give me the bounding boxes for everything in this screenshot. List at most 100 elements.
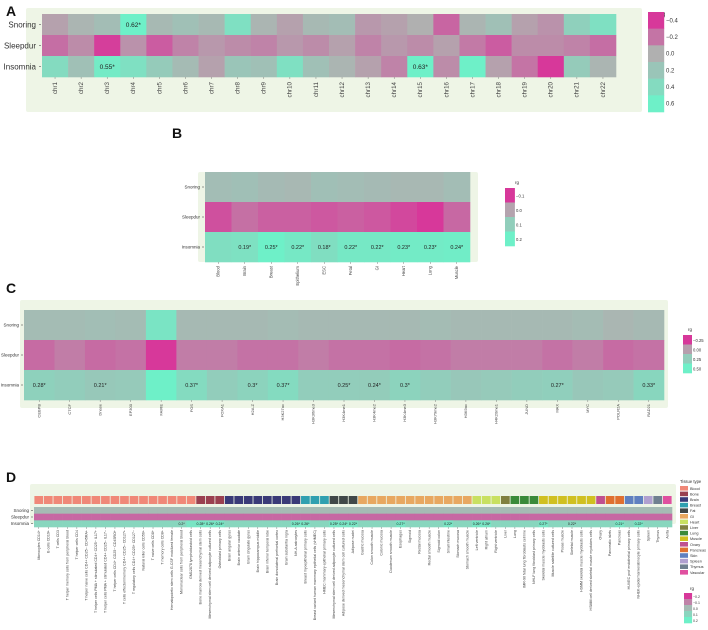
column-label: NHEK-epidermal keratinocyte primary cell… — [637, 530, 641, 599]
heatmap-cell — [595, 507, 606, 514]
heatmap-cell — [624, 520, 635, 528]
column-label: chr4 — [130, 81, 137, 94]
tissue-group-strip-cell — [596, 496, 605, 504]
cell-value-label: 0.22* — [291, 245, 305, 251]
heatmap-cell — [138, 507, 149, 514]
column-label: B cells CD19+ — [46, 530, 50, 553]
heatmap-cell — [115, 370, 147, 401]
legend-tick-label: −0.25 — [693, 338, 704, 343]
heatmap-cell — [414, 507, 425, 514]
heatmap-cell — [81, 520, 92, 528]
heatmap-cell — [24, 310, 55, 341]
legend-swatch — [684, 593, 693, 600]
column-label: EP300 — [128, 403, 133, 416]
cell-value-label: 0.26* — [473, 522, 482, 526]
tissue-legend-swatch — [680, 553, 688, 558]
cell-value-label: 0.22* — [344, 245, 358, 251]
column-label: Right atrium — [484, 530, 488, 549]
column-label: H3K36me3 — [311, 403, 316, 424]
column-label: chr13 — [365, 81, 372, 97]
column-label: Brain substantia nigra — [284, 530, 288, 565]
legend-swatch — [505, 217, 515, 232]
heatmap-cell — [424, 507, 435, 514]
heatmap-cell — [329, 56, 356, 78]
heatmap-cell — [284, 202, 312, 233]
column-label: Muscle satellite cultured cells — [551, 530, 555, 577]
heatmap-cell — [567, 520, 578, 528]
heatmap-cell — [338, 507, 349, 514]
heatmap-cell — [231, 172, 259, 203]
column-label: T helper cells PMA + stimulated CD4+ CD2… — [94, 530, 98, 613]
column-label: Breast — [269, 265, 274, 278]
heatmap-cell — [84, 340, 116, 371]
legend-tick-label: 0.4 — [666, 85, 675, 91]
heatmap-cell — [94, 56, 121, 78]
tissue-group-strip-cell — [548, 496, 558, 504]
tissue-legend-swatch — [680, 497, 688, 502]
legend-tick-label: 0.0 — [666, 52, 675, 58]
column-label: HSMM skeletal muscle myoblasts cells — [580, 530, 584, 592]
legend-swatch — [505, 202, 515, 218]
cell-value-label: 0.24* — [450, 245, 464, 251]
heatmap-cell — [417, 232, 444, 263]
heatmap-cell — [145, 340, 177, 371]
heatmap-cell — [319, 520, 330, 528]
legend-swatch — [684, 605, 693, 612]
heatmap-cell — [43, 507, 54, 514]
heatmap-cell — [643, 513, 654, 521]
heatmap-cell — [511, 340, 543, 371]
heatmap-cell — [310, 513, 320, 521]
heatmap-cell — [586, 507, 597, 514]
heatmap-cell — [42, 56, 69, 78]
column-label: Dnase — [97, 403, 102, 415]
heatmap-cell — [538, 507, 549, 514]
heatmap-cell — [298, 310, 330, 341]
tissue-legend-label: Spleen — [690, 560, 702, 564]
column-label: H3K4me1 — [341, 403, 346, 422]
heatmap-cell — [214, 513, 225, 521]
column-label: Mesenchymal stem cell derived adipocyte … — [332, 530, 336, 619]
heatmap-cell — [643, 520, 654, 528]
heatmap-cell — [172, 56, 199, 78]
heatmap-cell — [529, 520, 539, 528]
heatmap-cell — [364, 232, 391, 263]
tissue-legend-swatch — [680, 508, 688, 513]
tissue-group-strip-cell — [462, 496, 472, 504]
tissue-group-strip-cell — [491, 496, 501, 504]
tissue-legend-swatch — [680, 530, 688, 536]
tissue-group-strip-cell — [500, 496, 510, 504]
heatmap-cell — [281, 507, 292, 514]
heatmap-cell — [633, 340, 665, 371]
heatmap-cell — [84, 310, 116, 341]
heatmap-cell — [145, 310, 177, 341]
heatmap-cell — [542, 370, 573, 401]
column-label: chr6 — [182, 81, 189, 94]
heatmap-cell — [205, 202, 232, 233]
heatmap-cell — [24, 370, 55, 401]
tissue-group-strip-cell — [91, 496, 101, 504]
heatmap-cell — [538, 520, 549, 528]
heatmap-cell — [231, 232, 259, 263]
heatmap-cell — [291, 520, 301, 528]
heatmap-cell — [357, 513, 368, 521]
legend-swatch — [648, 78, 665, 96]
heatmap-cell — [359, 340, 391, 371]
heatmap-cell — [481, 310, 512, 341]
tissue-group-strip-cell — [167, 496, 177, 504]
tissue-legend-label: Pancreas — [690, 548, 706, 552]
legend-tick-label: 0.00 — [693, 347, 702, 352]
tissue-group-strip-cell — [62, 496, 72, 504]
heatmap-cell — [81, 513, 92, 521]
tissue-group-strip-cell — [243, 496, 253, 504]
heatmap-cell — [359, 310, 391, 341]
heatmap-cell — [557, 520, 568, 528]
legend-swatch — [648, 28, 665, 46]
heatmap-cell — [205, 507, 216, 514]
column-label: H2A.Z — [250, 403, 255, 415]
tissue-legend-label: GI — [690, 515, 694, 519]
heatmap-cell — [459, 14, 486, 36]
column-label: Epithelium — [295, 265, 300, 285]
column-label: T regulatory cells CD4+ CD25+ CD127− — [132, 530, 136, 594]
heatmap-cell — [94, 14, 121, 36]
